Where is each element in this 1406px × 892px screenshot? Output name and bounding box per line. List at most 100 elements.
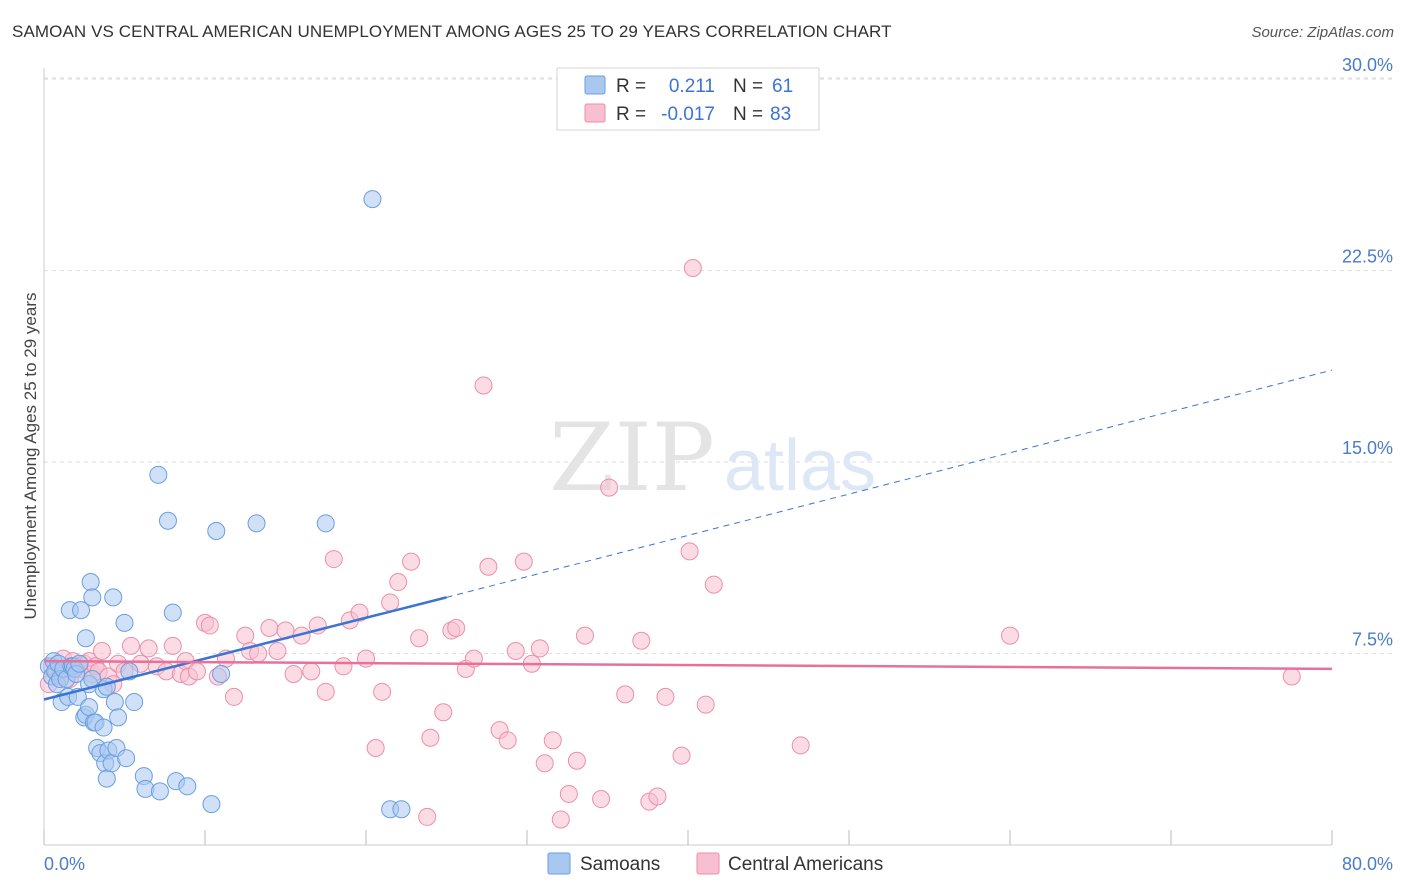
point-central-americans (1001, 626, 1019, 645)
point-samoans (150, 782, 169, 801)
point-central-americans (389, 573, 408, 592)
point-samoans (72, 601, 91, 620)
point-samoans (104, 588, 123, 607)
y-tick-label: 30.0% (1342, 55, 1393, 75)
point-central-americans (656, 687, 675, 706)
point-central-americans (334, 657, 353, 676)
x-tick-label-min: 0.0% (44, 854, 85, 874)
point-samoans (363, 190, 382, 209)
point-central-americans (350, 603, 369, 622)
series-legend-swatch-samoans (547, 852, 571, 875)
point-central-americans (447, 618, 466, 637)
grid-lines (44, 77, 1392, 655)
point-central-americans (200, 616, 219, 635)
point-central-americans (236, 626, 255, 645)
trend-central-americans (43, 659, 1333, 671)
stats-legend: R = 0.211 N = 61 R = -0.017 N = 83 (556, 67, 820, 131)
point-central-americans (551, 810, 570, 829)
x-tick-label-max: 80.0% (1342, 854, 1393, 874)
point-central-americans (648, 787, 667, 806)
point-central-americans (506, 641, 525, 660)
point-central-americans (224, 687, 243, 706)
point-samoans (125, 693, 144, 712)
series-samoans (39, 190, 411, 819)
x-ticks (43, 830, 1333, 845)
legend-r-label-samoans: R = (616, 76, 646, 97)
legend-r-value-central-americans: -0.017 (661, 104, 715, 125)
point-central-americans (139, 639, 158, 658)
point-samoans (115, 613, 134, 632)
trend-samoans-dashed (446, 369, 1333, 598)
point-samoans (163, 603, 182, 622)
point-central-americans (373, 682, 392, 701)
point-central-americans (559, 784, 578, 803)
watermark-atlas: atlas (724, 426, 876, 506)
legend-n-label-samoans: N = (733, 76, 763, 97)
series-legend-label-samoans: Samoans (580, 854, 660, 875)
point-samoans (76, 629, 95, 648)
legend-r-label-central-americans: R = (616, 104, 646, 125)
point-samoans (109, 708, 128, 727)
point-central-americans (704, 575, 723, 594)
y-tick-label: 22.5% (1342, 247, 1393, 267)
point-samoans (83, 588, 102, 607)
point-samoans (105, 693, 124, 712)
legend-n-label-central-americans: N = (733, 104, 763, 125)
point-samoans (81, 573, 100, 592)
legend-n-value-samoans: 61 (772, 76, 793, 97)
point-samoans (80, 698, 99, 717)
point-central-americans (567, 751, 586, 770)
point-samoans (117, 749, 136, 768)
point-central-americans (410, 629, 429, 648)
point-samoans (202, 795, 221, 814)
legend-swatch-samoans (584, 75, 606, 95)
point-samoans (247, 514, 266, 533)
series-legend: Samoans Central Americans (547, 852, 883, 875)
point-central-americans (402, 552, 421, 571)
point-central-americans (616, 685, 635, 704)
point-central-americans (324, 550, 343, 569)
y-axis-label: Unemployment Among Ages 25 to 29 years (21, 293, 40, 620)
point-central-americans (434, 703, 453, 722)
point-central-americans (575, 626, 594, 645)
point-central-americans (543, 731, 562, 750)
legend-swatch-central-americans (584, 103, 606, 123)
x-tick-labels: 0.0% 80.0% (44, 854, 1393, 874)
series-central-americans (39, 259, 1301, 829)
point-central-americans (474, 376, 493, 395)
point-central-americans (381, 593, 400, 612)
point-samoans (149, 465, 168, 484)
series-legend-label-central-americans: Central Americans (728, 854, 883, 875)
point-central-americans (284, 664, 303, 683)
point-central-americans (421, 728, 440, 747)
y-tick-label: 15.0% (1342, 438, 1393, 458)
point-central-americans (680, 542, 699, 561)
source-credit: Source: ZipAtlas.com (1251, 24, 1394, 41)
y-tick-label: 7.5% (1352, 630, 1393, 650)
point-central-americans (268, 641, 287, 660)
trend-samoans-solid (43, 596, 447, 701)
point-central-americans (535, 754, 554, 773)
point-samoans (178, 777, 197, 796)
point-central-americans (600, 478, 619, 497)
point-central-americans (479, 557, 498, 576)
series-legend-swatch-central-americans (696, 852, 720, 875)
point-central-americans (791, 736, 810, 755)
point-samoans (207, 521, 226, 540)
point-central-americans (530, 639, 549, 658)
point-samoans (212, 664, 231, 683)
point-central-americans (672, 746, 691, 765)
point-samoans (97, 769, 116, 788)
legend-r-value-samoans: 0.211 (669, 76, 715, 97)
point-central-americans (260, 618, 279, 637)
legend-n-value-central-americans: 83 (770, 104, 791, 125)
point-central-americans (683, 259, 702, 278)
point-central-americans (632, 631, 651, 650)
point-central-americans (92, 641, 111, 660)
chart-title: SAMOAN VS CENTRAL AMERICAN UNEMPLOYMENT … (12, 22, 892, 41)
point-central-americans (163, 636, 182, 655)
y-tick-labels: 7.5% 15.0% 22.5% 30.0% (1342, 55, 1393, 649)
point-central-americans (498, 731, 517, 750)
point-samoans (158, 511, 177, 530)
